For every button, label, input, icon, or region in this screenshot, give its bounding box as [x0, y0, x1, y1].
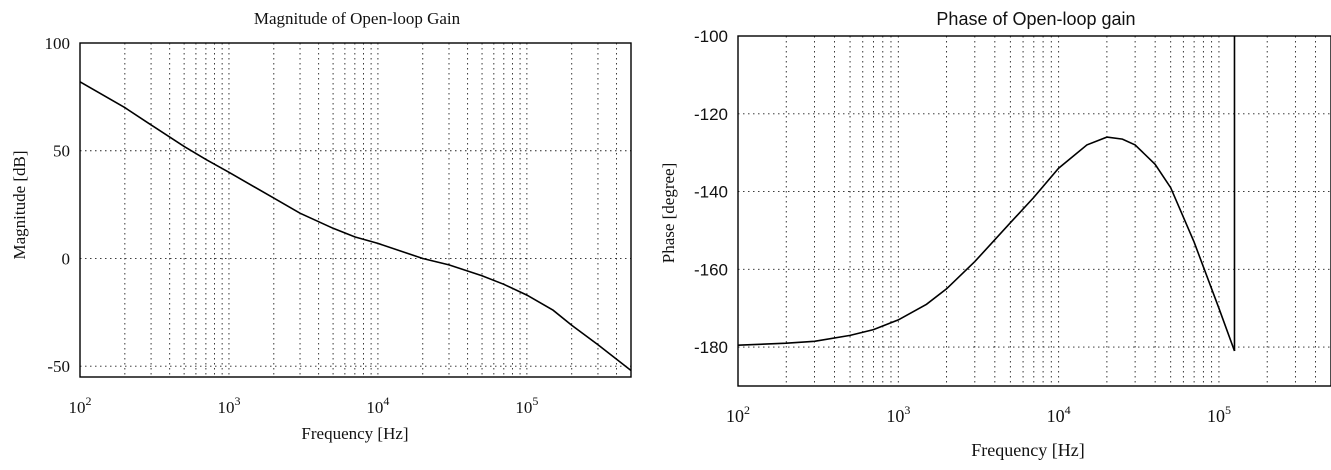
magnitude-chart-title: Magnitude of Open-loop Gain: [254, 9, 461, 28]
magnitude-x-tick-label: 105: [515, 394, 538, 417]
magnitude-chart: Magnitude of Open-loop Gain Magnitude [d…: [10, 9, 632, 443]
magnitude-y-tick-label: -50: [47, 357, 70, 376]
phase-plot-frame: [737, 35, 1331, 387]
phase-x-tick-label: 104: [1047, 403, 1071, 426]
phase-grid: [738, 36, 1331, 386]
magnitude-x-tick-label: 102: [69, 394, 92, 417]
phase-y-tick-label: -180: [694, 338, 728, 357]
magnitude-plot-frame: [79, 42, 632, 378]
magnitude-chart-xlabel: Frequency [Hz]: [301, 424, 408, 443]
phase-y-tick-label: -100: [694, 27, 728, 46]
phase-chart-title: Phase of Open-loop gain: [936, 9, 1135, 29]
phase-x-tick-label: 103: [886, 403, 910, 426]
phase-x-tick-label: 102: [726, 403, 750, 426]
phase-chart-ylabel: Phase [degree]: [659, 163, 678, 264]
magnitude-chart-ylabel: Magnitude [dB]: [10, 150, 29, 259]
phase-y-tick-label: -120: [694, 105, 728, 124]
magnitude-y-tick-labels: 100 50 0 -50: [45, 34, 71, 376]
phase-y-tick-label: -160: [694, 260, 728, 279]
phase-chart: Phase of Open-loop gain Phase [degree] F…: [659, 9, 1331, 460]
magnitude-grid: [80, 43, 631, 377]
magnitude-y-tick-label: 50: [53, 142, 70, 161]
magnitude-x-tick-label: 103: [217, 394, 240, 417]
phase-series-layer: [737, 36, 1236, 352]
magnitude-series-line: [79, 81, 632, 372]
magnitude-series-layer: [79, 81, 632, 372]
phase-y-tick-labels: -100 -120 -140 -160 -180: [694, 27, 728, 357]
phase-chart-xlabel: Frequency [Hz]: [971, 440, 1084, 460]
phase-x-tick-labels: 102 103 104 105: [726, 403, 1231, 426]
phase-series-line: [737, 136, 1236, 352]
magnitude-y-tick-label: 100: [45, 34, 71, 53]
phase-x-tick-label: 105: [1207, 403, 1231, 426]
magnitude-x-tick-label: 104: [366, 394, 389, 417]
magnitude-x-tick-labels: 102 103 104 105: [69, 394, 539, 417]
phase-y-tick-label: -140: [694, 183, 728, 202]
magnitude-y-tick-label: 0: [62, 249, 71, 268]
